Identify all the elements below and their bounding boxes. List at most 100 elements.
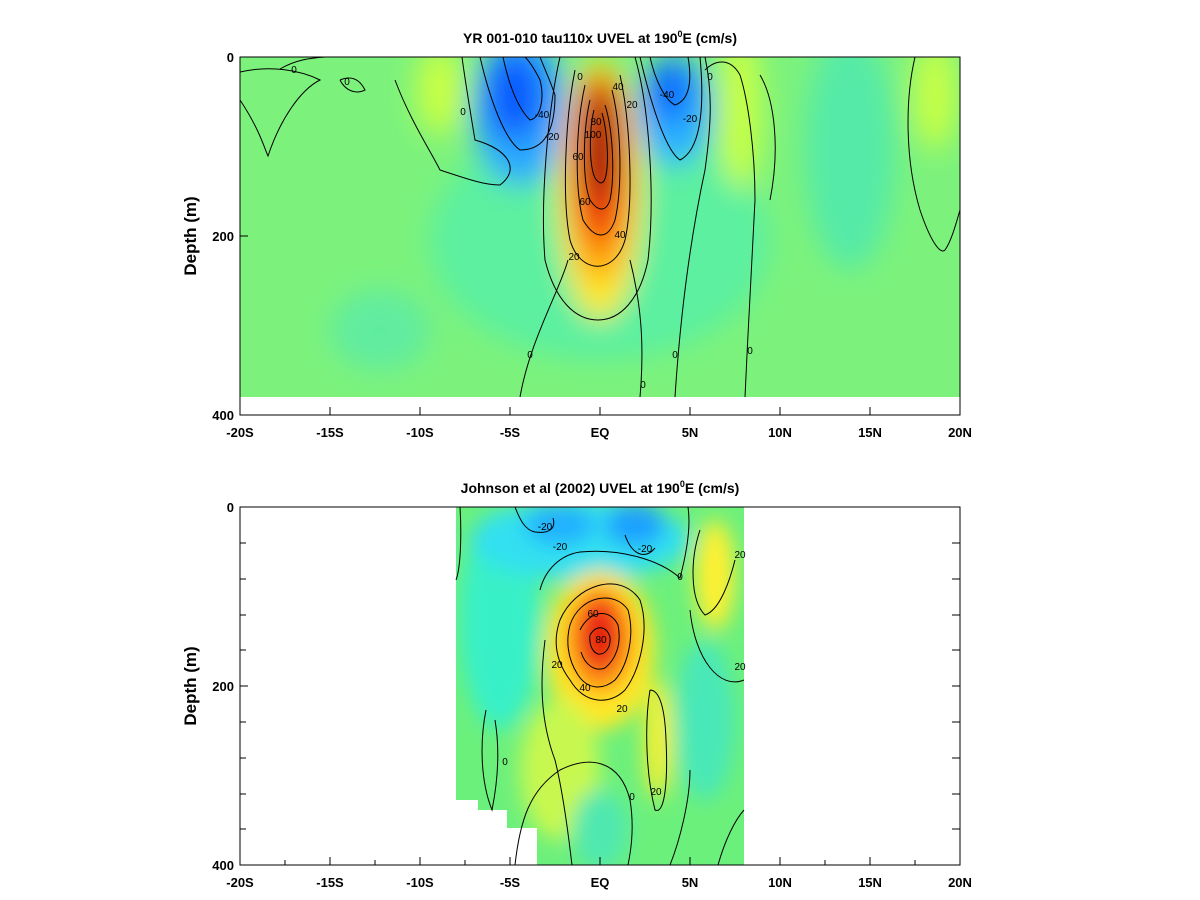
contour-line (541, 639, 573, 865)
contour-label: -40 (535, 110, 550, 121)
contour-label: 100 (585, 130, 602, 141)
contour-line (589, 627, 611, 655)
y-tick-label: 0 (227, 500, 234, 515)
contour-label: 0 (640, 380, 646, 391)
x-tick-label: -20S (226, 875, 254, 890)
contour-line (717, 809, 745, 865)
negative-cell-north (605, 507, 665, 547)
contour-line (564, 69, 631, 267)
x-tick-label: 10N (768, 425, 792, 440)
contour-label: 20 (568, 252, 580, 263)
x-tick-label: 15N (858, 875, 882, 890)
contour-label: 20 (650, 787, 662, 798)
contour-line (576, 84, 621, 236)
panel-1-contours (240, 57, 960, 398)
contour-label: 60 (572, 152, 584, 163)
panel-1-ticks (240, 235, 871, 415)
contour-label: -40 (660, 90, 675, 101)
contour-line (649, 57, 691, 106)
panel-observed-uvel: Johnson et al (2002) UVEL at 1900E (cm/s… (181, 479, 972, 890)
contour-label: 0 (707, 72, 713, 83)
contour-line (579, 613, 620, 670)
panel-2-title: Johnson et al (2002) UVEL at 1900E (cm/s… (461, 479, 740, 496)
cyan-band-east (675, 640, 735, 800)
contour-line (514, 507, 555, 533)
contour-label: 0 (344, 77, 350, 88)
contour-line (692, 529, 736, 616)
panel-model-uvel: YR 001-010 tau110x UVEL at 1900E (cm/s) (181, 29, 972, 440)
y-tick-label: 200 (212, 229, 234, 244)
x-tick-label: 20N (948, 875, 972, 890)
contour-line (639, 57, 703, 161)
contour-line (542, 57, 652, 321)
contour-line (502, 57, 543, 121)
contour-label: 0 (460, 107, 466, 118)
y-tick-label: 400 (212, 858, 234, 873)
panel-1-title: YR 001-010 tau110x UVEL at 1900E (cm/s) (463, 29, 737, 46)
contour-label: 0 (677, 572, 683, 583)
contour-line (689, 609, 745, 683)
contour-line (514, 761, 633, 865)
positive-cell-core (584, 85, 616, 205)
panel-1-y-tick-labels: 0 200 400 (212, 50, 234, 423)
contour-label: -20 (538, 522, 553, 533)
contour-line (519, 259, 569, 398)
panel-2-x-tick-labels: -20S -15S -10S -5S EQ 5N 10N 15N 20N (226, 875, 972, 890)
negative-cell-south-core (487, 57, 543, 140)
x-tick-label: -15S (316, 425, 344, 440)
x-tick-label: -20S (226, 425, 254, 440)
contour-label: 20 (616, 704, 628, 715)
contour-line (674, 57, 711, 398)
y-tick-label: 0 (227, 50, 234, 65)
contour-label: 0 (577, 72, 583, 83)
contour-label: 0 (527, 350, 533, 361)
x-tick-label: 5N (682, 875, 699, 890)
contour-line (629, 259, 643, 398)
contour-label: 80 (590, 117, 602, 128)
panel-2-field: -20 -20 20 0 60 80 20 40 20 20 0 20 0 -2… (240, 507, 960, 865)
contour-line (555, 583, 645, 701)
panel-2-contour-labels: -20 -20 20 0 60 80 20 40 20 20 0 20 0 -2… (502, 522, 746, 803)
contour-label: 40 (614, 230, 626, 241)
contour-label: 20 (734, 550, 746, 561)
contour-line (240, 68, 322, 158)
cyan-blob-east (805, 57, 895, 270)
contour-line (589, 109, 608, 184)
contour-line (704, 61, 756, 398)
contour-label: 0 (672, 350, 678, 361)
x-tick-label: -5S (500, 875, 521, 890)
cyan-band-deep (572, 790, 628, 865)
contour-line (907, 57, 960, 252)
positive-cell-core (590, 624, 610, 656)
contour-label: 80 (595, 635, 607, 646)
panel-1-x-tick-labels: -20S -15S -10S -5S EQ 5N 10N 15N 20N (226, 425, 972, 440)
contour-label: 40 (579, 683, 591, 694)
panel-1-y-axis-label: Depth (m) (181, 196, 200, 275)
contour-line (583, 99, 614, 210)
contour-label: 60 (587, 609, 599, 620)
x-tick-label: EQ (591, 425, 610, 440)
contour-label: 0 (502, 757, 508, 768)
x-tick-label: EQ (591, 875, 610, 890)
y-tick-label: 400 (212, 408, 234, 423)
panel-2-y-axis-label: Depth (m) (181, 646, 200, 725)
yellow-green-blob-east (718, 57, 762, 190)
x-tick-label: -5S (500, 425, 521, 440)
panel-2-mask-east (744, 507, 960, 865)
x-tick-label: -10S (406, 425, 434, 440)
contour-label: 0 (629, 792, 635, 803)
yellow-green-blob-far-east (913, 57, 957, 150)
contour-line (759, 74, 776, 201)
panel-2-contours (455, 507, 745, 865)
contour-line (339, 77, 366, 93)
x-tick-label: 5N (682, 425, 699, 440)
positive-cell-east-top (695, 520, 735, 630)
contour-label: 0 (291, 65, 297, 76)
contour-label: -20 (545, 132, 560, 143)
contour-line (669, 769, 691, 865)
yellow-green-blob-west (416, 57, 464, 135)
cyan-blob-deep (330, 290, 430, 370)
contour-line (539, 507, 690, 591)
contour-line (479, 57, 556, 151)
